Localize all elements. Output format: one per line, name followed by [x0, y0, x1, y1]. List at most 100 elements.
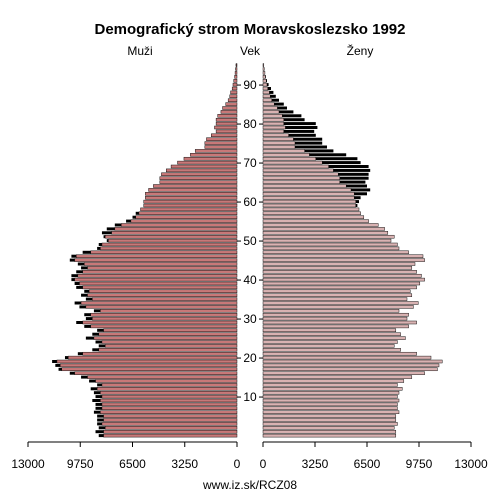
male-excess-age-14: [89, 379, 96, 383]
male-excess-age-39: [74, 282, 80, 285]
female-bar-age-60: [262, 199, 357, 204]
male-excess-age-6: [93, 410, 101, 414]
male-bar-age-86: [227, 98, 238, 102]
male-bar-age-90: [232, 82, 238, 87]
age-tick-label: 90: [243, 78, 257, 92]
female-bar-age-87: [262, 94, 271, 99]
male-bar-age-76: [206, 137, 238, 141]
female-bar-age-95: [262, 63, 265, 67]
female-bar-age-76: [262, 137, 294, 141]
female-bar-age-23: [262, 344, 395, 348]
male-bar-age-48: [100, 246, 238, 251]
male-excess-age-57: [135, 211, 139, 215]
female-excess-age-62: [354, 192, 367, 196]
female-bar-age-43: [262, 266, 413, 270]
male-x-tick-label: 3250: [171, 457, 198, 471]
female-bar-age-53: [262, 227, 385, 231]
female-bar-age-50: [262, 238, 392, 243]
female-bar-age-42: [262, 270, 417, 274]
female-bar-age-35: [262, 297, 408, 301]
female-bars: [262, 63, 443, 438]
male-excess-age-45: [69, 258, 75, 262]
age-axis-label: Vek: [240, 44, 261, 58]
female-excess-age-77: [288, 133, 316, 137]
male-bar-age-13: [101, 383, 238, 387]
female-bar-age-48: [262, 246, 400, 251]
male-excess-age-53: [106, 227, 115, 231]
female-bar-age-26: [262, 332, 401, 336]
age-tick-label: 60: [243, 195, 257, 209]
female-bar-age-30: [262, 316, 408, 321]
male-excess-age-22: [92, 348, 99, 352]
female-bar-age-4: [262, 418, 397, 422]
male-bar-age-74: [204, 145, 238, 149]
female-bar-age-46: [262, 254, 424, 258]
male-excess-age-28: [84, 324, 91, 328]
female-bar-age-61: [262, 195, 355, 200]
male-bar-age-33: [85, 305, 238, 309]
male-excess-age-37: [84, 289, 90, 293]
male-excess-age-40: [71, 278, 75, 282]
age-tick-label: 40: [243, 273, 257, 287]
male-bar-age-0: [103, 433, 238, 438]
male-bar-age-88: [230, 90, 238, 95]
female-excess-age-89: [267, 87, 271, 90]
male-bar-age-2: [104, 426, 238, 430]
male-bar-age-19: [56, 359, 238, 364]
female-bar-age-66: [262, 176, 341, 180]
male-bar-age-70: [177, 160, 238, 165]
female-excess-age-66: [339, 176, 369, 180]
male-bar-age-4: [103, 418, 238, 422]
male-bar-age-57: [138, 211, 238, 216]
female-bar-age-51: [262, 234, 395, 239]
female-bar-age-41: [262, 273, 422, 278]
male-bar-age-26: [98, 332, 238, 336]
male-bar-age-63: [148, 188, 238, 192]
female-bar-age-44: [262, 262, 416, 266]
male-bar-age-8: [101, 402, 238, 407]
female-bar-age-71: [262, 156, 317, 161]
female-bar-age-9: [262, 398, 400, 403]
female-bar-age-90: [262, 82, 268, 87]
male-bar-age-55: [130, 219, 238, 223]
male-bar-age-66: [159, 176, 238, 180]
female-excess-age-88: [269, 90, 274, 94]
male-bar-age-41: [77, 273, 238, 278]
male-bar-age-81: [215, 117, 238, 122]
male-bar-age-20: [67, 355, 238, 360]
male-bar-age-40: [74, 277, 238, 282]
male-bar-age-24: [101, 340, 238, 344]
male-excess-age-31: [84, 313, 91, 317]
female-bar-age-36: [262, 293, 413, 297]
male-excess-age-50: [106, 239, 109, 243]
female-excess-age-69: [328, 165, 369, 168]
male-excess-age-5: [97, 414, 104, 418]
male-bar-age-71: [183, 156, 238, 161]
male-excess-age-54: [114, 223, 122, 227]
female-bar-age-67: [262, 172, 339, 177]
male-excess-age-34: [74, 301, 82, 305]
male-bar-age-50: [108, 238, 238, 243]
male-excess-age-49: [98, 243, 102, 246]
female-bar-age-29: [262, 320, 417, 325]
male-excess-age-44: [77, 262, 85, 266]
female-excess-age-74: [295, 145, 327, 149]
female-bar-age-47: [262, 250, 409, 255]
male-bar-age-17: [61, 367, 238, 372]
male-bar-age-18: [59, 363, 238, 368]
female-bar-age-79: [262, 125, 286, 130]
male-bar-age-5: [103, 414, 238, 418]
male-bar-age-89: [231, 86, 238, 91]
female-bar-age-77: [262, 133, 289, 138]
male-excess-age-52: [101, 231, 112, 235]
male-bar-age-7: [101, 406, 238, 411]
female-excess-age-90: [267, 83, 269, 87]
males-label: Muži: [127, 44, 152, 58]
male-bar-age-51: [104, 234, 238, 239]
male-bar-age-21: [82, 351, 238, 356]
male-excess-age-1: [95, 430, 104, 434]
male-bar-age-30: [92, 316, 238, 321]
female-bar-age-56: [262, 215, 365, 219]
female-bar-age-55: [262, 219, 369, 223]
